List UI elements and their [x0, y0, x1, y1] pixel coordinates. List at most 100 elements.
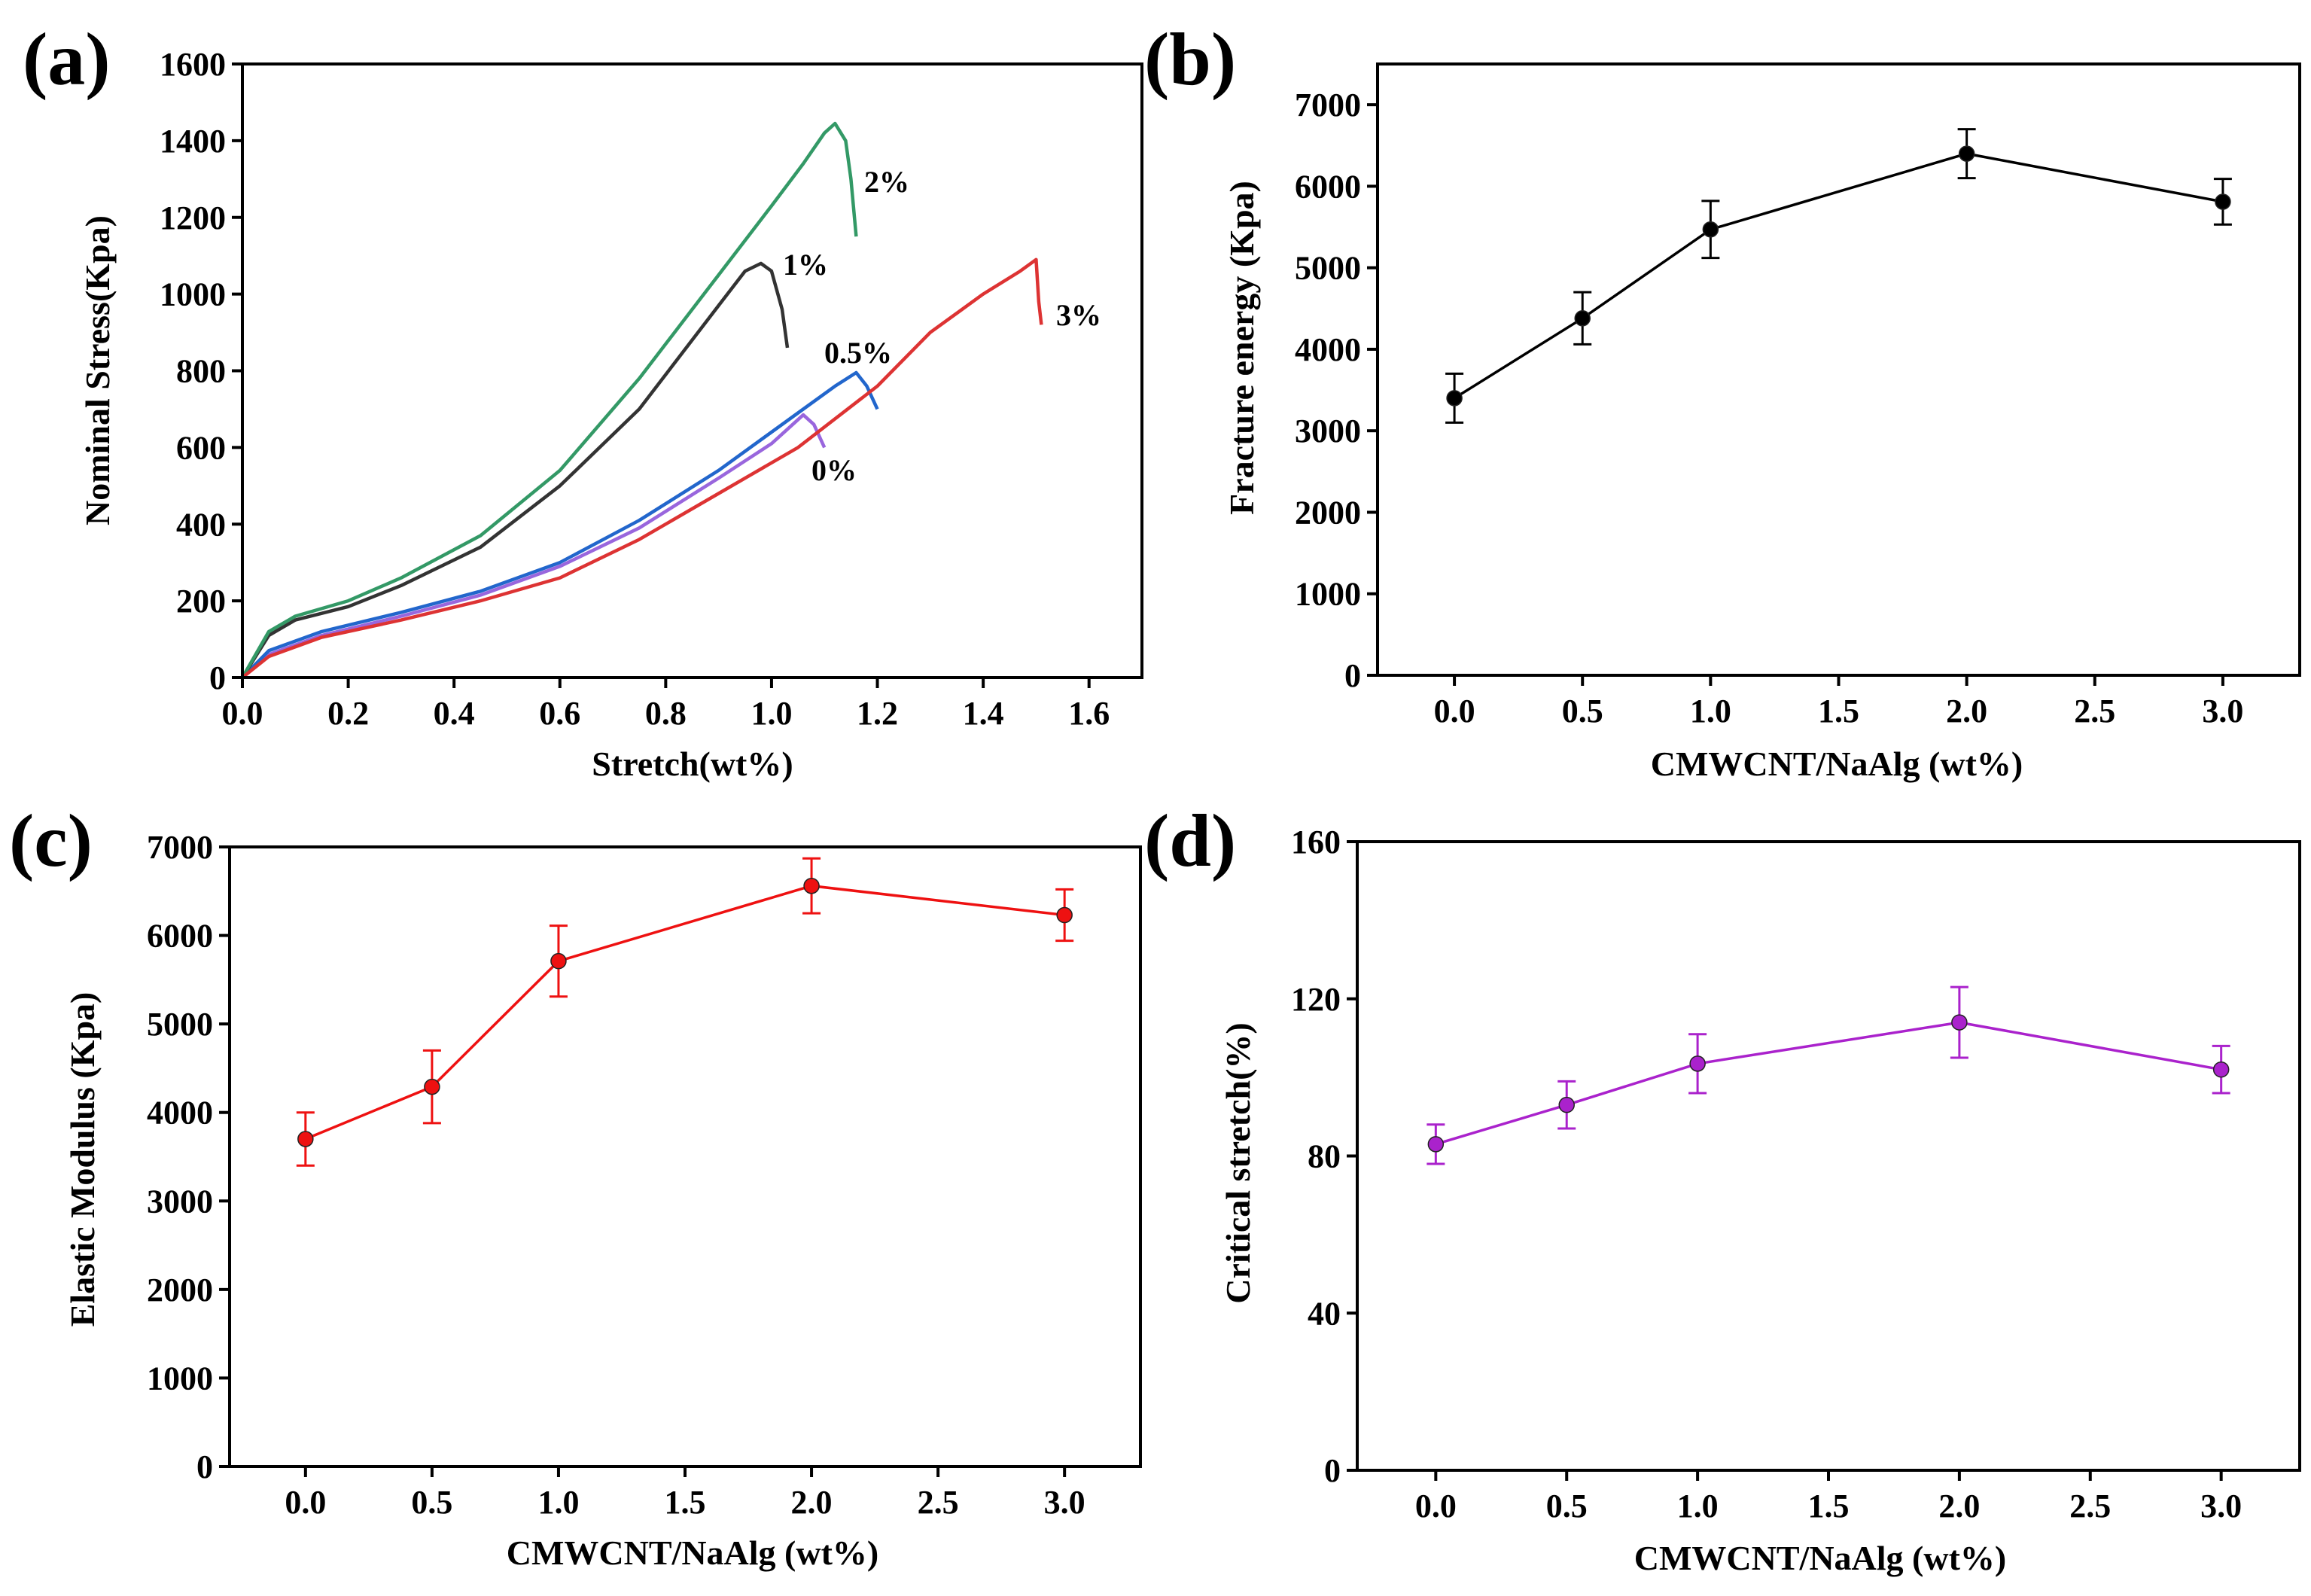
panel-c-data-point	[803, 877, 820, 894]
panel-d-data-point	[1689, 1055, 1706, 1072]
series-line-0-5pct	[241, 370, 879, 679]
panel-b-frame	[1376, 62, 2301, 677]
panel-b-data-point	[1446, 390, 1463, 407]
panel-b-label: (b)	[1144, 17, 1236, 101]
annotation-0pct: 0%	[811, 453, 857, 487]
panel-d-xlabel: CMWCNT/NaAlg (wt%)	[1634, 1539, 2006, 1577]
panel-b-ytick-label: 7000	[1295, 87, 1361, 123]
annotation-2pct: 2%	[864, 165, 909, 199]
panel-c-ytick-label: 2000	[147, 1272, 213, 1308]
panel-c-ytick-label: 7000	[147, 829, 213, 866]
panel-d-data-point	[2212, 1061, 2230, 1078]
panel-a-xlabel: Stretch(wt%)	[592, 745, 793, 783]
panel-b-data-point	[1702, 221, 1719, 238]
panel-d-data-point	[1427, 1136, 1445, 1153]
annotation-3pct: 3%	[1056, 298, 1101, 332]
panel-d-frame	[1356, 840, 2301, 1472]
panel-b-ylabel: Fracture energy (Kpa)	[1222, 181, 1261, 515]
panel-c-frame	[228, 845, 1142, 1468]
panel-a-ytick-label: 1600	[160, 46, 226, 83]
panel-d-ytick-label: 0	[1324, 1452, 1341, 1489]
panel-d-label: (d)	[1144, 799, 1236, 882]
panel-a-ytick-label: 1000	[160, 276, 226, 313]
panel-c-ytick-label: 3000	[147, 1183, 213, 1220]
panel-a-xtick-label: 1.2	[857, 695, 898, 732]
panel-d-data-point	[1951, 1014, 1968, 1031]
panel-a: (a) 0.0 0.2 0.4 0.6 0.8 1.0 1.2 1.4 1.6 0 200 400 60…	[23, 17, 1143, 783]
panel-c-xtick-label: 3.0	[1044, 1484, 1085, 1521]
panel-c-xtick-label: 0.0	[285, 1484, 326, 1521]
panel-b-ytick-label: 3000	[1295, 413, 1361, 449]
panel-c-series-line	[305, 884, 1065, 1141]
panel-b-xtick-label: 2.0	[1946, 693, 1987, 729]
panel-b-data-point	[1958, 145, 1975, 162]
panel-b: (b) 0.0 0.5 1.0 1.5 2.0 2.5 3.0 0 1000 2000 3000 40…	[1144, 17, 2301, 783]
panel-b-xtick-label: 1.0	[1690, 693, 1731, 729]
panel-b-ytick-label: 6000	[1295, 168, 1361, 205]
panel-b-ytick-label: 0	[1344, 657, 1361, 694]
panel-a-ytick-label: 1200	[160, 200, 226, 236]
annotation-1pct: 1%	[783, 248, 828, 282]
panel-a-ytick-label: 800	[176, 353, 226, 390]
panel-b-ytick-label: 2000	[1295, 494, 1361, 531]
panel-d: (d) 0.0 0.5 1.0 1.5 2.0 2.5 3.0 0 40 80 120 160 CMW…	[1144, 799, 2301, 1577]
panel-d-xtick-label: 2.0	[1938, 1488, 1980, 1524]
panel-b-xtick-label: 3.0	[2202, 693, 2243, 729]
panel-c-xtick-label: 2.0	[791, 1484, 833, 1521]
panel-c-xlabel: CMWCNT/NaAlg (wt%)	[507, 1534, 878, 1572]
panel-c-label: (c)	[9, 799, 93, 882]
series-line-3pct	[241, 257, 1043, 679]
panel-a-xtick-label: 0.0	[222, 695, 263, 732]
panel-a-xtick-label: 1.0	[751, 695, 792, 732]
panel-d-xtick-label: 1.5	[1808, 1488, 1850, 1524]
panel-c-ytick-label: 4000	[147, 1095, 213, 1132]
panel-b-xtick-label: 0.5	[1562, 693, 1603, 729]
panel-a-ytick-label: 400	[176, 506, 226, 543]
panel-c-xtick-label: 2.5	[918, 1484, 959, 1521]
panel-c-data-point	[550, 952, 567, 970]
panel-b-xtick-label: 2.5	[2074, 693, 2115, 729]
panel-d-xtick-label: 1.0	[1677, 1488, 1719, 1524]
panel-d-ytick-label: 80	[1308, 1138, 1341, 1175]
panel-c: (c) 0.0 0.5 1.0 1.5 2.0 2.5 3.0 0 1000 2000 3000 40…	[9, 799, 1142, 1572]
panel-a-ytick-label: 0	[209, 659, 226, 696]
panel-a-xtick-label: 1.6	[1068, 695, 1110, 732]
panel-a-frame	[241, 62, 1143, 679]
panel-d-series-line	[1435, 1021, 2222, 1146]
panel-c-data-point	[1056, 906, 1073, 924]
panel-d-xtick-label: 3.0	[2200, 1488, 2242, 1524]
panel-a-xtick-label: 0.4	[434, 695, 475, 732]
panel-d-data-point	[1558, 1096, 1575, 1113]
panel-b-xlabel: CMWCNT/NaAlg (wt%)	[1651, 745, 2023, 783]
panel-a-xtick-label: 0.2	[327, 695, 369, 732]
panel-a-ytick-label: 600	[176, 429, 226, 466]
panel-c-data-point	[297, 1131, 314, 1147]
panel-b-series-line	[1454, 152, 2224, 400]
panel-d-ylabel: Critical stretch(%)	[1219, 1022, 1257, 1303]
panel-c-xtick-label: 1.5	[665, 1484, 706, 1521]
panel-b-data-point	[2215, 193, 2231, 210]
panel-b-data-point	[1574, 310, 1591, 327]
panel-a-xtick-label: 0.8	[645, 695, 687, 732]
panel-d-ytick-label: 120	[1291, 981, 1341, 1018]
annotation-0-5pct: 0.5%	[824, 336, 892, 370]
panel-b-xtick-label: 0.0	[1434, 693, 1475, 729]
panel-c-ylabel: Elastic Modulus (Kpa)	[63, 992, 102, 1327]
panel-a-xtick-label: 1.4	[963, 695, 1004, 732]
series-line-2pct	[241, 121, 858, 679]
panel-b-xtick-label: 1.5	[1818, 693, 1859, 729]
panel-d-xtick-label: 0.5	[1546, 1488, 1588, 1524]
series-line-0pct	[241, 413, 827, 679]
panel-b-ytick-label: 4000	[1295, 331, 1361, 368]
panel-d-xtick-label: 2.5	[2069, 1488, 2111, 1524]
panel-a-label: (a)	[23, 17, 111, 101]
panel-a-ylabel: Nominal Stress(Kpa)	[78, 215, 117, 525]
panel-c-ytick-label: 6000	[147, 918, 213, 955]
series-line-1pct	[241, 261, 790, 679]
panel-c-data-point	[424, 1078, 440, 1095]
panel-a-ytick-label: 1400	[160, 123, 226, 160]
panel-c-ytick-label: 5000	[147, 1006, 213, 1043]
panel-c-xtick-label: 0.5	[411, 1484, 452, 1521]
panel-b-ytick-label: 1000	[1295, 576, 1361, 613]
